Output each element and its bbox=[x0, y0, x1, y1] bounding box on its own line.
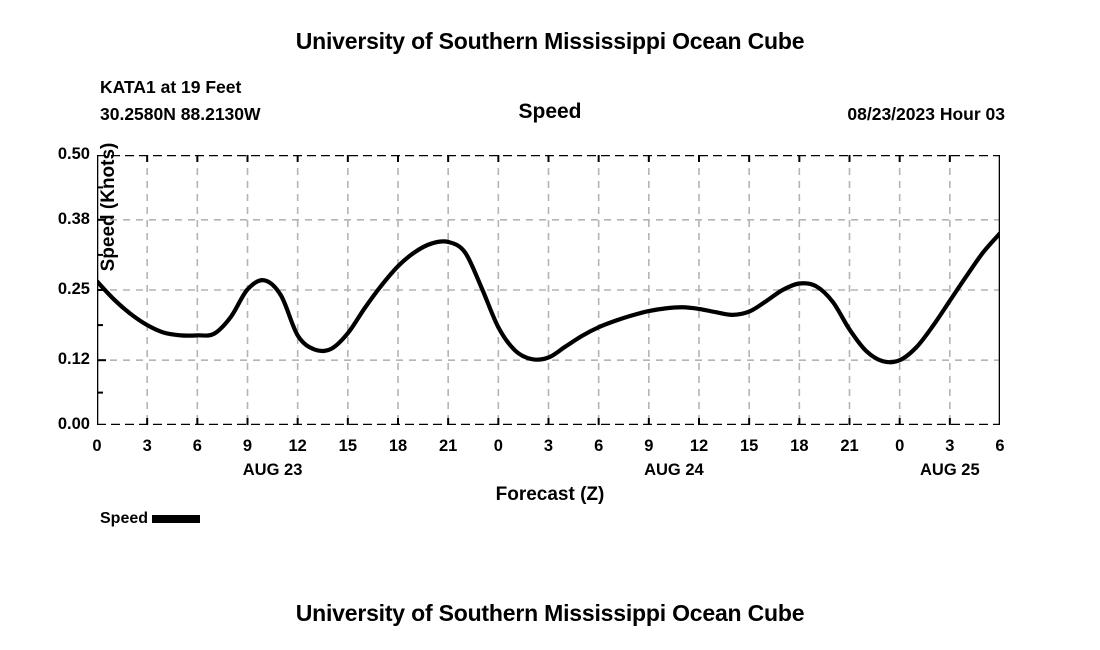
y-axis-tick-label: 0.12 bbox=[57, 350, 90, 369]
y-axis-tick-label: 0.50 bbox=[57, 145, 90, 163]
x-axis-tick-label: 3 bbox=[945, 437, 955, 455]
legend: Speed bbox=[100, 510, 201, 528]
minor-tick-marks bbox=[97, 155, 1000, 425]
x-axis-day-label: AUG 25 bbox=[920, 461, 980, 479]
x-axis-tick-label: 9 bbox=[242, 437, 253, 455]
speed-line-chart bbox=[97, 155, 1000, 425]
x-axis-tick-label: 0 bbox=[92, 437, 102, 455]
x-axis-tick-label: 0 bbox=[493, 437, 503, 455]
x-axis-label: Forecast (Z) bbox=[495, 484, 605, 505]
y-axis-tick-label: 0.38 bbox=[57, 209, 90, 228]
x-axis-tick-label: 6 bbox=[192, 437, 202, 455]
page-title-bottom: University of Southern Mississippi Ocean… bbox=[295, 600, 805, 626]
x-axis-tick-label: 15 bbox=[739, 437, 759, 455]
x-axis-tick-label: 21 bbox=[840, 437, 859, 455]
x-axis-tick-label: 6 bbox=[995, 437, 1005, 455]
station-label: KATA1 at 19 Feet bbox=[100, 77, 242, 97]
x-axis-tick-label: 18 bbox=[388, 437, 408, 455]
coordinates-label: 30.2580N 88.2130W bbox=[100, 104, 261, 124]
x-axis-tick-label: 15 bbox=[338, 437, 357, 455]
x-axis-day-label: AUG 24 bbox=[644, 461, 704, 479]
plot-area bbox=[97, 155, 1000, 425]
y-axis-tick-container: 0.00 0.12 0.25 0.38 0.50 bbox=[0, 0, 90, 650]
x-axis-tick-label: 9 bbox=[644, 437, 654, 455]
legend-color-swatch bbox=[152, 515, 201, 523]
x-axis-tick-label: 6 bbox=[594, 437, 604, 455]
x-axis-tick-label: 18 bbox=[790, 437, 809, 455]
x-axis-day-label: AUG 23 bbox=[242, 461, 303, 479]
legend-label: Speed bbox=[100, 510, 149, 527]
x-axis-tick-label: 3 bbox=[142, 437, 152, 455]
x-axis-tick-label: 21 bbox=[438, 437, 458, 455]
x-axis-tick-label: 0 bbox=[895, 437, 905, 455]
run-date-label: 08/23/2023 Hour 03 bbox=[847, 104, 1005, 124]
speed-series-line bbox=[97, 231, 1000, 365]
x-axis-tick-label: 12 bbox=[288, 437, 307, 455]
page-title-top: University of Southern Mississippi Ocean… bbox=[295, 28, 805, 54]
y-axis-tick-label: 0.00 bbox=[57, 415, 90, 433]
x-axis-tick-label: 3 bbox=[543, 437, 554, 455]
y-axis-tick-label: 0.25 bbox=[57, 280, 90, 298]
variable-title: Speed bbox=[518, 100, 582, 123]
x-axis-tick-label: 12 bbox=[689, 437, 709, 455]
